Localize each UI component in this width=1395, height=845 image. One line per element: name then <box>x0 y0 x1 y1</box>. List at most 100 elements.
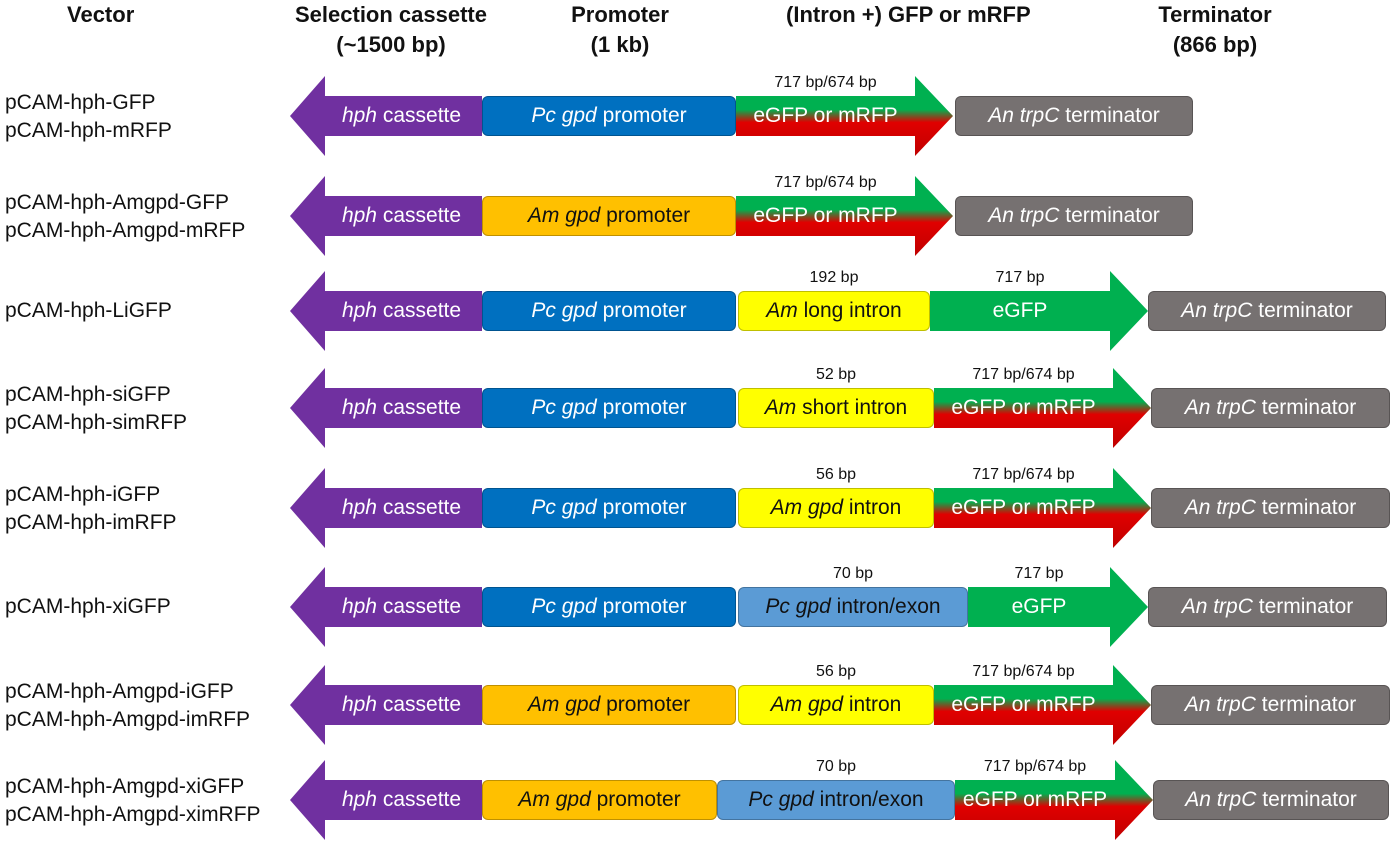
pc-gpd-promoter: Pc gpd promoter <box>482 388 736 428</box>
pc-gpd-intron-exon-text-text: intron/exon <box>813 788 924 811</box>
hph-cassette-arrow-text: hph cassette <box>342 104 461 127</box>
header-promoter-size: (1 kb) <box>590 32 650 57</box>
vector-name-group: pCAM-hph-GFP pCAM-hph-mRFP <box>5 89 172 145</box>
an-trpc-terminator-text-text: terminator <box>1255 496 1357 519</box>
an-trpc-terminator-text-italic: An trpC <box>1185 788 1257 811</box>
hph-cassette-arrow-text-text: cassette <box>377 693 462 716</box>
am-gpd-promoter: Am gpd promoter <box>482 685 736 725</box>
an-trpc-terminator-text-text: terminator <box>1059 204 1160 227</box>
egfp-arrow-label: eGFP <box>968 593 1110 621</box>
pc-gpd-promoter-text-italic: Pc gpd <box>531 396 597 419</box>
egfp-arrow-text: eGFP <box>1011 595 1067 618</box>
an-trpc-terminator: An trpC terminator <box>1151 685 1390 725</box>
am-gpd-intron: Am gpd intron <box>738 685 934 725</box>
vector-name: pCAM-hph-Amgpd-xiGFP <box>5 775 245 798</box>
egfp-or-mrfp-arrow-text: eGFP or mRFP <box>951 496 1096 519</box>
hph-cassette-arrow-label: hph cassette <box>325 786 478 814</box>
am-short-intron: Am short intron <box>738 388 934 428</box>
hph-cassette-arrow-text-italic: hph <box>341 299 377 322</box>
header-gene: (Intron +) GFP or mRFP <box>786 2 1031 27</box>
an-trpc-terminator: An trpC terminator <box>955 96 1193 136</box>
am-long-intron: Am long intron <box>738 291 930 331</box>
hph-cassette-arrow-label: hph cassette <box>325 297 478 325</box>
an-trpc-terminator-text-text: terminator <box>1059 104 1160 127</box>
egfp-arrow-shape <box>930 271 1148 351</box>
vector-name-group: pCAM-hph-siGFP pCAM-hph-simRFP <box>5 381 187 437</box>
am-long-intron-text-text: long intron <box>797 299 902 322</box>
hph-cassette-arrow-label: hph cassette <box>325 593 478 621</box>
egfp-or-mrfp-arrow-text: eGFP or mRFP <box>753 204 898 227</box>
gfp-size: 717 bp <box>995 269 1045 286</box>
an-trpc-terminator-text-text: terminator <box>1252 595 1354 618</box>
am-short-intron-text: Am short intron <box>765 396 907 420</box>
pc-gpd-intron-exon-text: Pc gpd intron/exon <box>748 788 923 812</box>
egfp-or-mrfp-arrow-shape <box>934 368 1151 448</box>
pc-gpd-promoter-text-italic: Pc gpd <box>531 299 597 322</box>
pc-gpd-promoter-text: Pc gpd promoter <box>531 104 686 128</box>
hph-cassette-arrow-text-text: cassette <box>377 104 462 127</box>
pc-gpd-promoter-text: Pc gpd promoter <box>531 496 686 520</box>
an-trpc-terminator-text: An trpC terminator <box>1185 396 1357 420</box>
pc-gpd-promoter-text-text: promoter <box>596 104 687 127</box>
vector-name: pCAM-hph-simRFP <box>5 411 188 434</box>
vector-name: pCAM-hph-siGFP <box>5 383 171 406</box>
hph-cassette-arrow-shape <box>290 665 482 745</box>
pc-gpd-promoter: Pc gpd promoter <box>482 96 736 136</box>
pc-gpd-promoter-text-italic: Pc gpd <box>531 595 597 618</box>
egfp-or-mrfp-arrow-text: eGFP or mRFP <box>951 693 1096 716</box>
pc-gpd-intron-exon: Pc gpd intron/exon <box>717 780 955 820</box>
hph-cassette-arrow-text-text: cassette <box>377 204 462 227</box>
egfp-or-mrfp-arrow-shape <box>955 760 1153 840</box>
an-trpc-terminator-text-italic: An trpC <box>1181 595 1253 618</box>
gfp-or-mrfp-size: 717 bp/674 bp <box>972 366 1075 383</box>
egfp-or-mrfp-arrow-text: eGFP or mRFP <box>951 396 1096 419</box>
pc-gpd-promoter-text-text: promoter <box>596 496 687 519</box>
vector-name: pCAM-hph-Amgpd-iGFP <box>5 680 234 703</box>
hph-cassette-arrow-text: hph cassette <box>342 788 461 811</box>
am-long-intron-size: 192 bp <box>809 269 859 286</box>
hph-cassette-arrow-text: hph cassette <box>342 693 461 716</box>
hph-cassette-arrow-shape <box>290 76 482 156</box>
egfp-or-mrfp-arrow-label: eGFP or mRFP <box>934 494 1113 522</box>
am-gpd-promoter-text-text: promoter <box>600 693 691 716</box>
pc-gpd-promoter-text-text: promoter <box>596 396 687 419</box>
egfp-or-mrfp-arrow-label: eGFP or mRFP <box>934 691 1113 719</box>
pc-gpd-intron-exon-text-italic: Pc gpd <box>748 788 814 811</box>
gfp-or-mrfp-size: 717 bp/674 bp <box>972 466 1075 483</box>
vector-name: pCAM-hph-Amgpd-imRFP <box>5 708 251 731</box>
vector-name: pCAM-hph-iGFP <box>5 483 161 506</box>
egfp-arrow-shape <box>968 567 1148 647</box>
hph-cassette-arrow-text: hph cassette <box>342 299 461 322</box>
vector-name-group: pCAM-hph-LiGFP <box>5 297 172 325</box>
am-gpd-promoter-text-italic: Am gpd <box>527 204 601 227</box>
am-short-intron-text-italic: Am <box>764 396 797 419</box>
pc-gpd-promoter: Pc gpd promoter <box>482 291 736 331</box>
am-gpd-promoter-text-text: promoter <box>600 204 691 227</box>
egfp-or-mrfp-arrow-shape <box>736 76 953 156</box>
am-gpd-intron-text: Am gpd intron <box>771 693 902 717</box>
hph-cassette-arrow-text: hph cassette <box>342 595 461 618</box>
hph-cassette-arrow-text: hph cassette <box>342 204 461 227</box>
egfp-or-mrfp-arrow-label: eGFP or mRFP <box>934 394 1113 422</box>
hph-cassette-arrow-text-text: cassette <box>377 496 462 519</box>
am-gpd-intron-text-text: intron <box>843 496 902 519</box>
hph-cassette-arrow-text: hph cassette <box>342 396 461 419</box>
egfp-or-mrfp-arrow-text: eGFP or mRFP <box>753 104 898 127</box>
an-trpc-terminator: An trpC terminator <box>1153 780 1389 820</box>
vector-name: pCAM-hph-imRFP <box>5 511 177 534</box>
pc-gpd-promoter-text-text: promoter <box>596 595 687 618</box>
egfp-or-mrfp-arrow-shape <box>934 468 1151 548</box>
hph-cassette-arrow-shape <box>290 368 482 448</box>
am-long-intron-text: Am long intron <box>766 299 901 323</box>
vector-name-group: pCAM-hph-xiGFP <box>5 593 171 621</box>
egfp-or-mrfp-arrow-shape <box>934 665 1151 745</box>
pc-gpd-promoter-text: Pc gpd promoter <box>531 396 686 420</box>
an-trpc-terminator-text-text: terminator <box>1252 299 1353 322</box>
hph-cassette-arrow-label: hph cassette <box>325 394 478 422</box>
am-gpd-promoter-text-text: promoter <box>590 788 681 811</box>
an-trpc-terminator: An trpC terminator <box>1151 388 1390 428</box>
am-gpd-promoter: Am gpd promoter <box>482 196 736 236</box>
vector-name: pCAM-hph-xiGFP <box>5 595 171 618</box>
an-trpc-terminator-text: An trpC terminator <box>1185 693 1357 717</box>
hph-cassette-arrow-text-text: cassette <box>377 299 462 322</box>
